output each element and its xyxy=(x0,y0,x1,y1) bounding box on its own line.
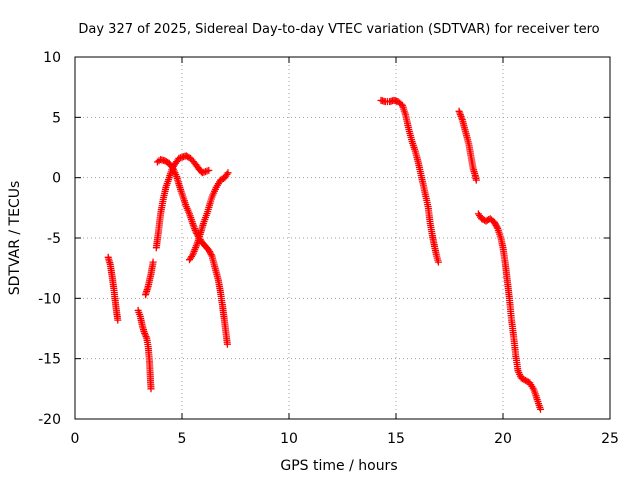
x-tick-label: 25 xyxy=(601,431,619,447)
y-tick-label: -10 xyxy=(38,291,61,307)
data-point xyxy=(206,249,214,257)
data-point xyxy=(207,251,215,259)
data-point xyxy=(493,223,501,231)
data-point xyxy=(472,176,480,184)
y-tick-label: -5 xyxy=(47,231,61,247)
data-point xyxy=(224,169,232,177)
data-point xyxy=(141,329,149,337)
y-tick-label: 5 xyxy=(52,110,61,126)
chart-title: Day 327 of 2025, Sidereal Day-to-day VTE… xyxy=(78,22,599,37)
data-point xyxy=(490,218,498,226)
y-axis-title: SDTVAR / TECUs xyxy=(7,181,23,296)
y-tick-label: 0 xyxy=(52,171,61,187)
x-axis-title: GPS time / hours xyxy=(280,458,397,474)
y-tick-label: -15 xyxy=(38,352,61,368)
data-point xyxy=(206,248,214,256)
x-tick-label: 0 xyxy=(71,431,80,447)
data-point xyxy=(205,166,213,174)
data-point xyxy=(141,331,149,339)
data-point xyxy=(149,258,157,266)
data-point xyxy=(223,170,231,178)
x-tick-label: 10 xyxy=(280,431,298,447)
data-point xyxy=(223,340,231,348)
data-point xyxy=(205,246,213,254)
data-point xyxy=(537,405,544,413)
x-tick-label: 5 xyxy=(178,431,187,447)
axis-ticks: 0 5 10 15 20 25 -20 -15 -10 -5 0 5 10 xyxy=(38,50,619,447)
data-point xyxy=(114,316,122,324)
data-point xyxy=(491,220,499,228)
y-tick-label: -20 xyxy=(38,412,61,428)
x-tick-label: 20 xyxy=(494,431,512,447)
data-point xyxy=(434,258,442,266)
x-tick-label: 15 xyxy=(387,431,405,447)
data-points xyxy=(104,96,544,413)
y-tick-label: 10 xyxy=(43,50,61,66)
data-point xyxy=(147,385,155,393)
